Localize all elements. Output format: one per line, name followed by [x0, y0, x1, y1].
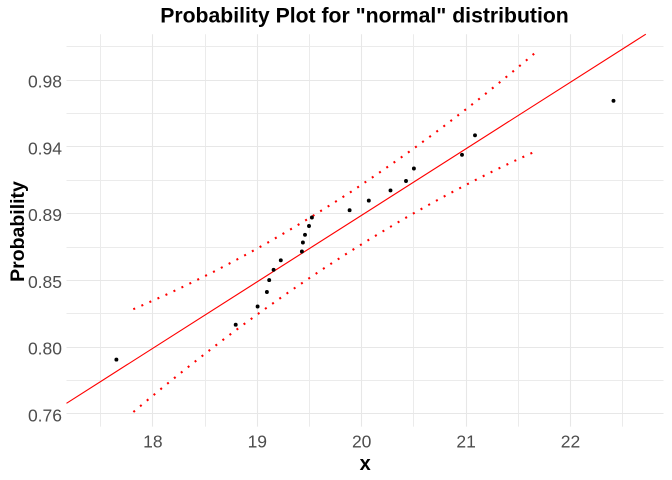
svg-text:0.85: 0.85 — [28, 272, 62, 292]
svg-text:21: 21 — [456, 432, 475, 452]
svg-text:Probability Plot for "normal": Probability Plot for "normal" distributi… — [160, 5, 569, 28]
svg-text:18: 18 — [143, 432, 162, 452]
svg-text:0.80: 0.80 — [28, 339, 62, 359]
svg-text:Probability: Probability — [7, 181, 29, 282]
svg-text:0.98: 0.98 — [28, 72, 62, 92]
svg-text:20: 20 — [352, 432, 372, 452]
svg-text:22: 22 — [561, 432, 580, 452]
svg-text:19: 19 — [248, 432, 267, 452]
svg-text:0.76: 0.76 — [28, 405, 62, 425]
svg-text:0.94: 0.94 — [28, 138, 62, 158]
svg-text:x: x — [360, 453, 371, 475]
svg-text:0.89: 0.89 — [28, 205, 62, 225]
